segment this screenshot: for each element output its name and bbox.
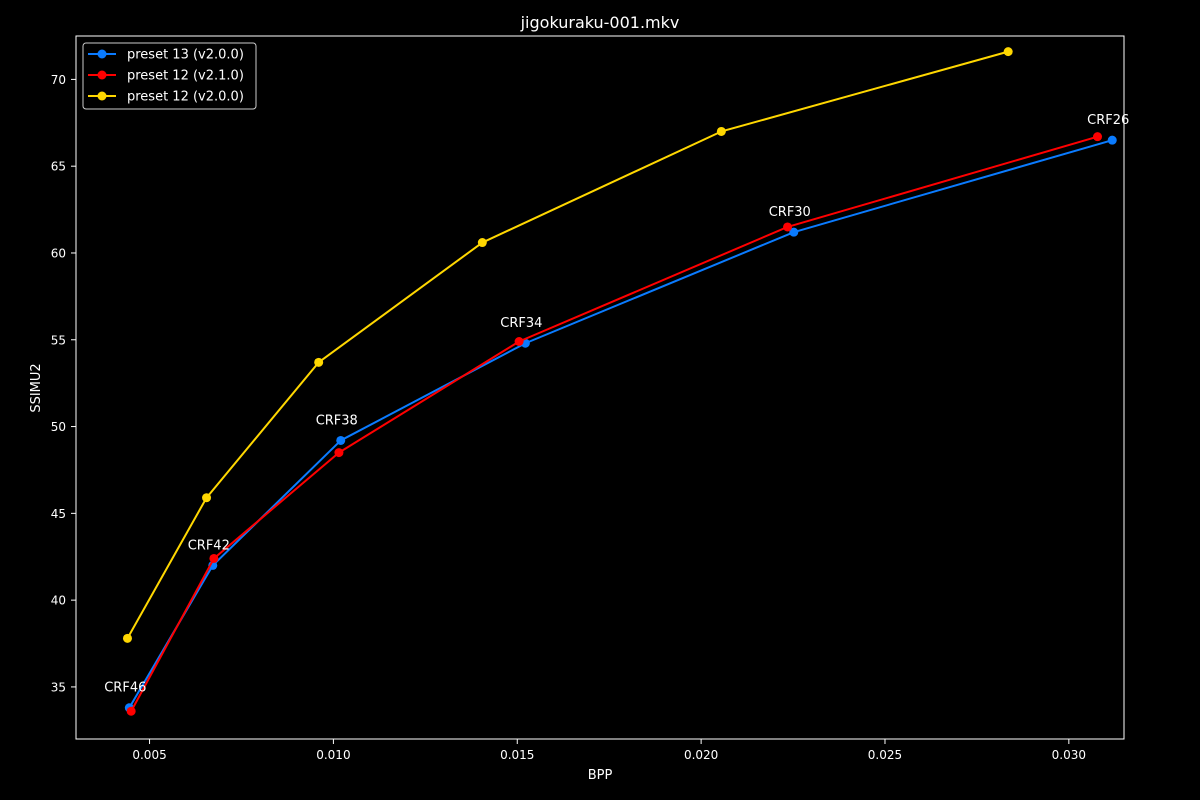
crf-annotation: CRF34 <box>500 316 542 331</box>
y-tick-label: 55 <box>51 333 66 347</box>
y-tick-label: 60 <box>51 246 66 260</box>
series-line <box>130 135 1098 712</box>
data-point <box>1093 132 1103 142</box>
plot-area <box>75 35 1125 740</box>
legend-swatch-marker <box>97 49 107 59</box>
y-tick-label: 45 <box>51 507 66 521</box>
data-point <box>314 357 324 367</box>
legend-swatch-marker <box>97 70 107 80</box>
annotation-layer: CRF46 CRF42 CRF38 CRF34 CRF30 CRF26 <box>104 113 1129 696</box>
data-point <box>336 435 346 445</box>
crf-annotation: CRF38 <box>316 413 358 428</box>
series-layer <box>122 47 1117 716</box>
y-axis-ticks: 35 40 45 50 55 60 65 70 <box>51 73 76 694</box>
series-group <box>122 47 1013 643</box>
legend-entry-label: preset 12 (v2.1.0) <box>127 69 244 84</box>
chart-title: jigokuraku-001.mkv <box>520 13 680 32</box>
y-tick-label: 50 <box>51 420 66 434</box>
x-axis-ticks: 0.005 0.010 0.015 0.020 0.025 0.030 <box>132 739 1086 762</box>
data-point <box>209 553 219 563</box>
legend: preset 13 (v2.0.0) preset 12 (v2.1.0) pres… <box>82 42 257 110</box>
y-axis-label: SSIMU2 <box>29 363 44 412</box>
legend-swatch-marker <box>97 91 107 101</box>
data-point <box>514 337 524 347</box>
data-point <box>334 448 344 458</box>
crf-annotation: CRF46 <box>104 681 146 696</box>
y-tick-label: 70 <box>51 73 66 87</box>
x-tick-label: 0.030 <box>1052 748 1086 762</box>
data-point <box>202 493 212 503</box>
data-point <box>126 706 136 716</box>
y-tick-label: 40 <box>51 594 66 608</box>
y-tick-label: 65 <box>51 160 66 174</box>
data-point <box>783 222 793 232</box>
legend-frame <box>82 42 257 110</box>
series-group <box>126 132 1103 716</box>
crf-annotation: CRF26 <box>1087 113 1129 128</box>
x-tick-label: 0.025 <box>868 748 902 762</box>
x-tick-label: 0.010 <box>316 748 350 762</box>
x-tick-label: 0.020 <box>684 748 718 762</box>
data-point <box>716 126 726 136</box>
data-point <box>122 633 132 643</box>
crf-annotation: CRF30 <box>769 205 811 220</box>
data-point <box>1107 135 1117 145</box>
x-tick-label: 0.015 <box>500 748 534 762</box>
series-line <box>128 139 1113 709</box>
legend-entry-label: preset 13 (v2.0.0) <box>127 48 244 63</box>
data-point <box>1003 47 1013 57</box>
legend-entry-label: preset 12 (v2.0.0) <box>127 90 244 105</box>
data-point <box>789 227 799 237</box>
y-tick-label: 35 <box>51 680 66 694</box>
x-axis-label: BPP <box>588 768 613 783</box>
x-tick-label: 0.005 <box>132 748 166 762</box>
series-line <box>126 50 1009 639</box>
data-point <box>477 238 487 248</box>
crf-annotation: CRF42 <box>188 538 230 553</box>
